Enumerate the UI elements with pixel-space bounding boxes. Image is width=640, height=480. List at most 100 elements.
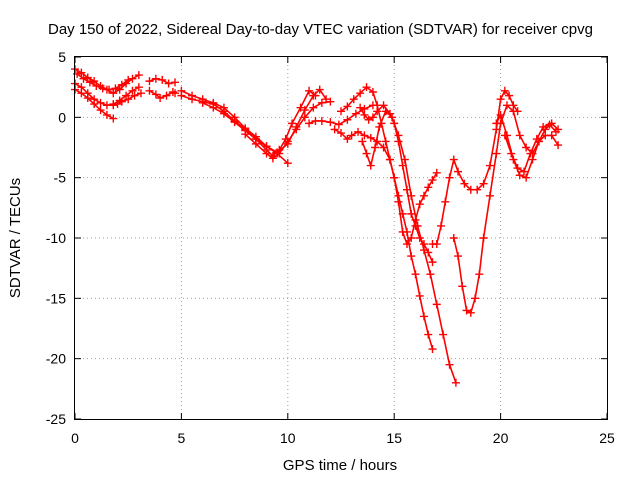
series-arc5 — [109, 89, 145, 110]
data-point — [413, 221, 422, 230]
data-point — [366, 161, 375, 170]
data-point — [343, 102, 352, 111]
data-point — [356, 89, 365, 98]
data-point — [451, 378, 460, 387]
data-point — [507, 149, 516, 158]
data-point — [428, 258, 437, 267]
data-point — [364, 115, 373, 124]
data-point — [292, 125, 301, 134]
data-point — [390, 173, 399, 182]
data-point — [545, 120, 554, 129]
data-point — [296, 103, 305, 112]
data-point — [158, 75, 167, 84]
data-point — [402, 227, 411, 236]
data-point — [437, 221, 446, 230]
data-point — [366, 133, 375, 142]
data-point — [96, 98, 105, 107]
series-arc19 — [492, 110, 563, 182]
data-point — [368, 113, 377, 122]
data-point — [241, 130, 250, 139]
data-point — [454, 252, 463, 261]
data-point — [251, 139, 260, 148]
data-point — [496, 110, 505, 119]
data-point — [111, 84, 120, 93]
y-tick-label: 5 — [58, 49, 66, 65]
data-point — [315, 85, 324, 94]
data-point — [513, 164, 522, 173]
data-point — [360, 131, 369, 140]
data-point — [130, 91, 139, 100]
data-point — [309, 91, 318, 100]
data-point — [151, 74, 160, 83]
data-point — [288, 119, 297, 128]
y-axis-label: SDTVAR / TECUs — [7, 178, 24, 298]
data-point — [171, 89, 180, 98]
data-point — [96, 106, 105, 115]
data-point — [171, 78, 180, 87]
data-point — [522, 173, 531, 182]
x-tick-label: 10 — [280, 430, 296, 446]
data-point — [162, 91, 171, 100]
data-series — [71, 65, 563, 387]
data-point — [209, 103, 218, 112]
data-point — [109, 114, 118, 123]
series-arc10 — [198, 85, 331, 157]
data-point — [407, 191, 416, 200]
chart-title: Day 150 of 2022, Sidereal Day-to-day VTE… — [48, 21, 593, 38]
data-point — [92, 81, 101, 90]
data-point — [466, 308, 475, 317]
data-point — [360, 110, 369, 119]
data-point — [419, 312, 428, 321]
data-point — [515, 171, 524, 180]
data-point — [462, 306, 471, 315]
data-point — [505, 91, 514, 100]
data-point — [449, 155, 458, 164]
y-tick-label: -15 — [46, 290, 66, 306]
data-point — [371, 143, 380, 152]
data-point — [500, 86, 509, 95]
data-point — [145, 86, 154, 95]
data-point — [528, 155, 537, 164]
data-point — [351, 109, 360, 118]
x-tick-label: 0 — [71, 430, 79, 446]
data-point — [515, 131, 524, 140]
series-arc3 — [71, 85, 118, 123]
data-point — [368, 87, 377, 96]
data-point — [337, 107, 345, 116]
data-point — [532, 135, 541, 144]
data-point — [79, 74, 88, 83]
data-point — [379, 101, 388, 110]
data-point — [354, 127, 363, 136]
data-point — [177, 91, 186, 100]
data-point — [373, 107, 382, 116]
data-point — [500, 131, 509, 140]
data-point — [551, 127, 560, 136]
data-point — [428, 176, 437, 185]
data-point — [492, 149, 501, 158]
data-point — [428, 345, 437, 354]
data-point — [381, 107, 390, 116]
data-point — [349, 95, 358, 104]
series-trace — [431, 89, 519, 245]
data-point — [458, 282, 467, 291]
plot-border — [74, 56, 608, 420]
data-point — [445, 360, 454, 369]
data-point — [283, 159, 292, 168]
data-point — [432, 168, 441, 177]
data-point — [449, 234, 458, 242]
data-point — [441, 197, 450, 206]
x-axis-label: GPS time / hours — [283, 457, 397, 474]
data-point — [407, 209, 416, 218]
data-point — [326, 97, 335, 106]
data-point — [419, 246, 428, 255]
series-trace — [180, 89, 289, 164]
data-point — [460, 179, 469, 188]
data-point — [362, 149, 371, 158]
series-trace — [340, 86, 434, 350]
x-tick-label: 15 — [386, 430, 402, 446]
data-point — [394, 191, 403, 200]
data-point — [128, 74, 137, 83]
data-point — [539, 122, 548, 131]
data-point — [337, 129, 345, 138]
